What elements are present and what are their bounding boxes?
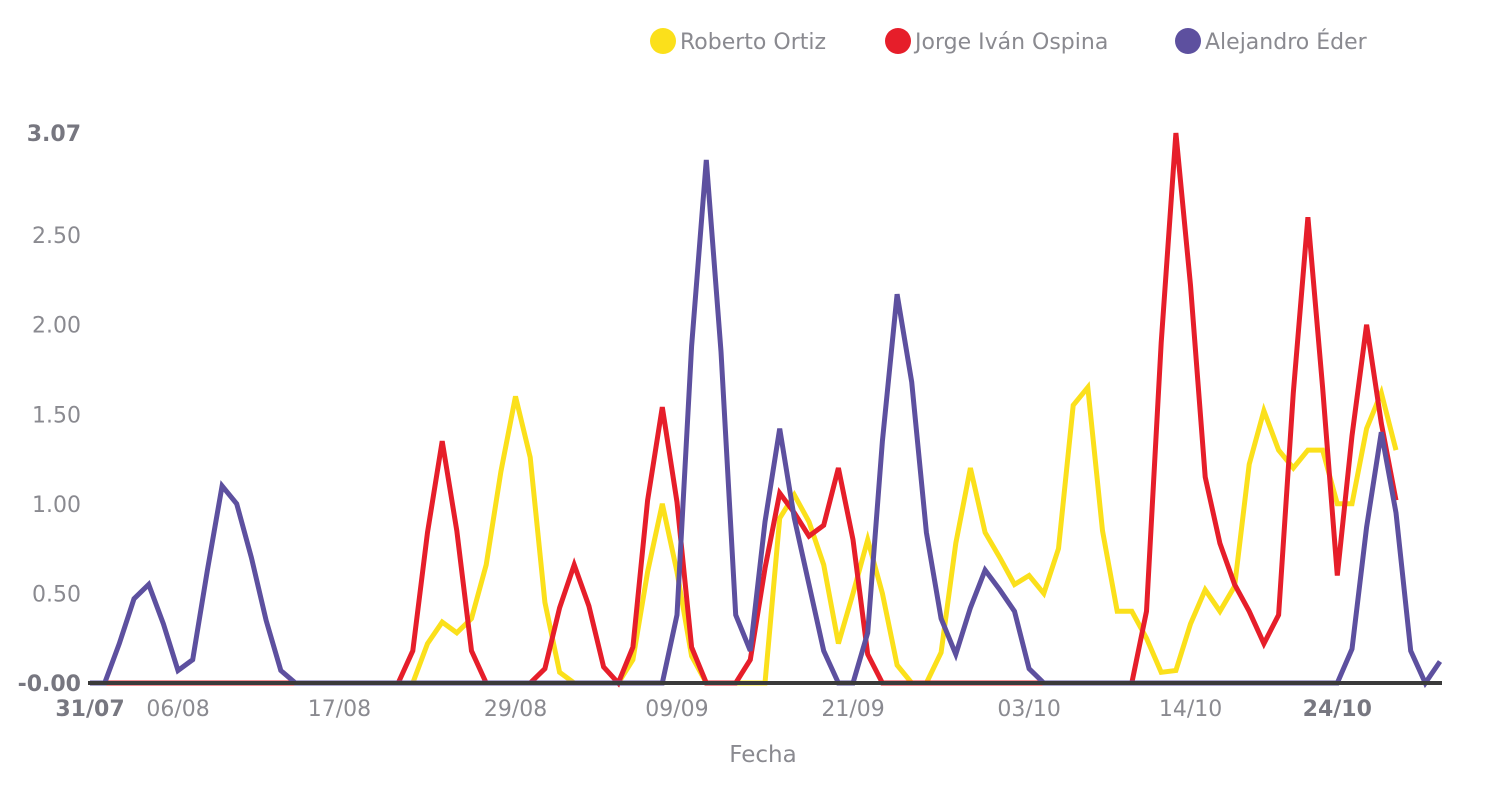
- x-tick-label: 06/08: [146, 697, 209, 722]
- legend-item-roberto-ortiz: Roberto Ortiz: [650, 28, 826, 55]
- legend-marker: [885, 28, 911, 54]
- y-tick-label: 3.07: [27, 122, 81, 147]
- y-tick-label: 0.50: [32, 582, 81, 607]
- y-axis-ticks: -0.00 0.50 1.00 1.50 2.00 2.50 3.07: [18, 122, 81, 697]
- legend-label: Jorge Iván Ospina: [913, 30, 1108, 55]
- x-axis-ticks: 31/07 06/08 17/08 29/08 09/09 21/09 03/10 14/10…: [55, 697, 1372, 722]
- x-tick-label: 09/09: [645, 697, 708, 722]
- y-tick-label: 2.00: [32, 314, 81, 339]
- x-tick-label: 21/09: [821, 697, 884, 722]
- x-tick-label: 24/10: [1303, 697, 1372, 722]
- x-tick-label: 03/10: [997, 697, 1060, 722]
- legend-item-alejandro-eder: Alejandro Éder: [1175, 28, 1368, 55]
- y-tick-label: 1.50: [32, 403, 81, 428]
- legend-label: Roberto Ortiz: [680, 30, 826, 55]
- x-tick-label: 31/07: [55, 697, 124, 722]
- legend: Roberto Ortiz Jorge Iván Ospina Alejandro …: [650, 28, 1368, 55]
- y-tick-label: 1.00: [32, 493, 81, 518]
- x-tick-label: 29/08: [484, 697, 547, 722]
- x-axis-title: Fecha: [729, 742, 796, 768]
- legend-label: Alejandro Éder: [1205, 29, 1368, 55]
- y-tick-label: 2.50: [32, 224, 81, 249]
- legend-marker: [1175, 28, 1201, 54]
- legend-marker: [650, 28, 676, 54]
- x-tick-label: 17/08: [308, 697, 371, 722]
- x-tick-label: 14/10: [1159, 697, 1222, 722]
- series-lines: [90, 132, 1443, 689]
- series-line-alejandro-eder: [90, 159, 1443, 689]
- legend-item-jorge-ivan-ospina: Jorge Iván Ospina: [885, 28, 1108, 55]
- y-tick-label: -0.00: [18, 672, 81, 697]
